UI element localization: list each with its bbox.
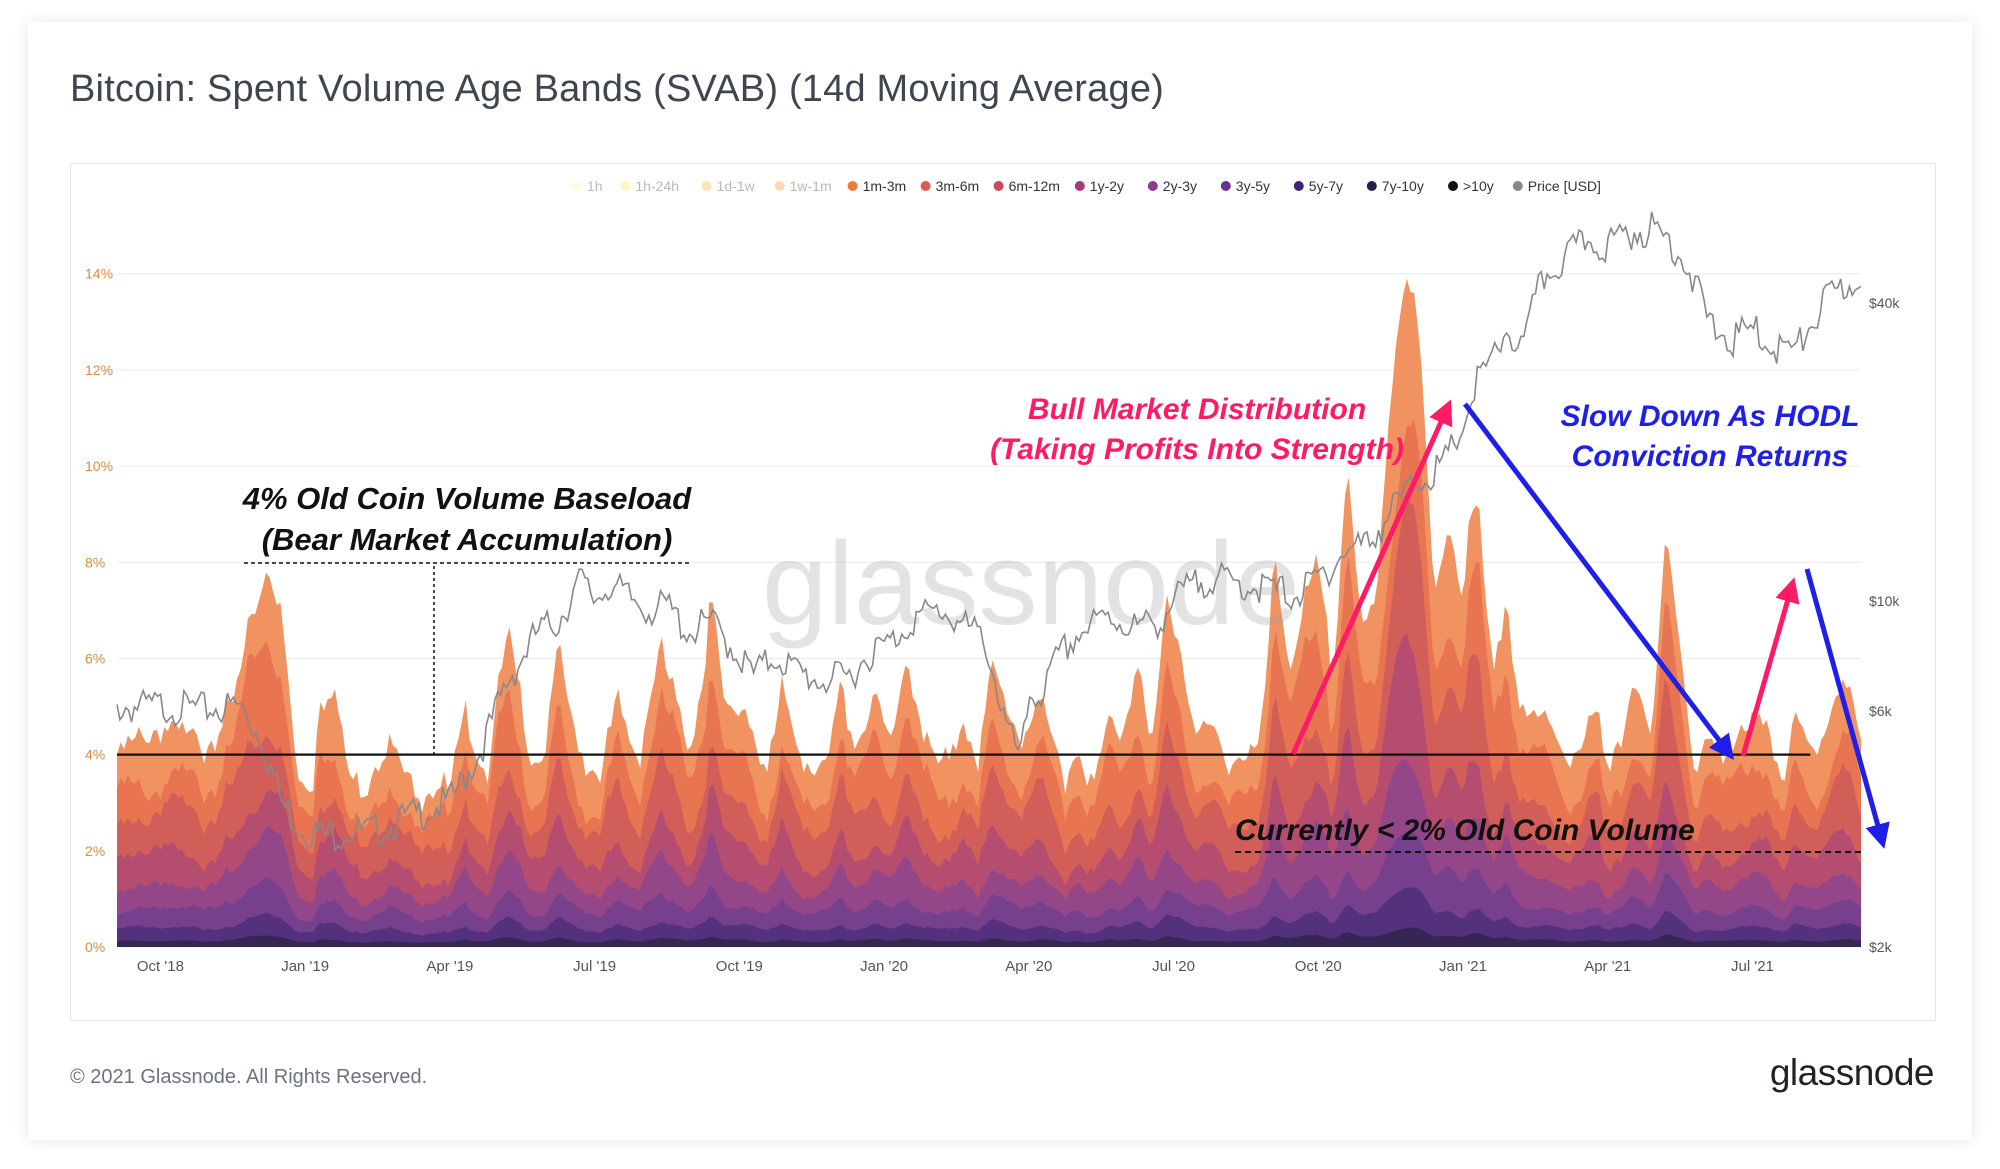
- x-tick-label: Jul '19: [573, 958, 616, 975]
- legend-swatch-icon: [1074, 181, 1085, 191]
- annotation-baseload-line2: (Bear Market Accumulation): [262, 522, 673, 557]
- legend-label: Price [USD]: [1528, 178, 1601, 194]
- legend-swatch-icon: [701, 181, 712, 191]
- y-tick-label: 0%: [85, 939, 105, 955]
- legend-item[interactable]: 6m-12m: [993, 178, 1060, 194]
- x-tick-label: Apr '21: [1584, 958, 1631, 975]
- legend[interactable]: 1h 1h-24h 1d-1w 1w-1m 1m-3m 3m-6m 6m-12m 1y-2y 2…: [572, 178, 1601, 194]
- legend-item[interactable]: >10y: [1448, 178, 1494, 194]
- legend-label: 1d-1w: [717, 178, 756, 194]
- legend-label: 1y-2y: [1090, 178, 1124, 194]
- right-axis: $2k $6k $10k $40k: [1869, 295, 1900, 955]
- legend-item[interactable]: 1w-1m: [774, 178, 832, 194]
- legend-item[interactable]: 1h-24h: [620, 178, 679, 194]
- legend-item[interactable]: 5y-7y: [1293, 178, 1343, 194]
- legend-swatch-icon: [847, 181, 858, 191]
- legend-label: 6m-12m: [1009, 178, 1060, 194]
- x-tick-label: Jul '21: [1731, 958, 1774, 975]
- legend-label: 5y-7y: [1309, 178, 1343, 194]
- y-tick-label: 10%: [85, 458, 113, 474]
- y-tick-label: 12%: [85, 362, 113, 378]
- y-right-tick-label: $2k: [1869, 939, 1893, 955]
- footer-copyright: © 2021 Glassnode. All Rights Reserved.: [70, 1066, 428, 1088]
- legend-label: 3m-6m: [936, 178, 980, 194]
- blue-arrow-down-2: [1804, 568, 1890, 849]
- y-right-tick-label: $10k: [1869, 593, 1900, 609]
- x-tick-label: Oct '18: [137, 958, 184, 975]
- annotations: 4% Old Coin Volume Baseload (Bear Market…: [242, 393, 1890, 853]
- y-tick-label: 6%: [85, 650, 105, 666]
- legend-label: 3y-5y: [1236, 178, 1270, 194]
- x-tick-label: Jul '20: [1152, 958, 1195, 975]
- legend-swatch-icon: [1147, 181, 1158, 191]
- y-tick-label: 14%: [85, 266, 113, 282]
- legend-item[interactable]: 1y-2y: [1074, 178, 1124, 194]
- legend-label: 2y-3y: [1163, 178, 1197, 194]
- svab-chart[interactable]: glassnode 0% 2% 4% 6% 8% 10% 12% 14% $2k $6k $10k…: [71, 164, 1935, 1020]
- annotation-baseload-line1: 4% Old Coin Volume Baseload: [242, 481, 693, 516]
- legend-label: 1w-1m: [790, 178, 832, 194]
- annotation-slowdown-line2: Conviction Returns: [1572, 440, 1849, 473]
- legend-item[interactable]: 3y-5y: [1220, 178, 1270, 194]
- legend-item[interactable]: 1h: [572, 178, 603, 194]
- legend-item[interactable]: 1d-1w: [701, 178, 756, 194]
- annotation-slowdown-line1: Slow Down As HODL: [1561, 400, 1860, 433]
- legend-item[interactable]: 3m-6m: [920, 178, 980, 194]
- legend-swatch-icon: [1366, 181, 1377, 191]
- y-tick-label: 8%: [85, 554, 105, 570]
- legend-swatch-icon: [920, 181, 931, 191]
- x-axis: Oct '18 Jan '19 Apr '19 Jul '19 Oct '19 Jan '…: [137, 958, 1774, 975]
- age-band-areas: [117, 278, 1861, 947]
- legend-label: 7y-10y: [1382, 178, 1424, 194]
- legend-item[interactable]: 1m-3m: [847, 178, 907, 194]
- legend-item[interactable]: 7y-10y: [1366, 178, 1424, 194]
- left-axis: 0% 2% 4% 6% 8% 10% 12% 14%: [85, 266, 113, 955]
- chart-frame: glassnode 0% 2% 4% 6% 8% 10% 12% 14% $2k $6k $10k…: [70, 163, 1936, 1021]
- legend-label: 1h-24h: [635, 178, 679, 194]
- footer-logo: glassnode: [1769, 1052, 1935, 1093]
- y-right-tick-label: $40k: [1869, 295, 1900, 311]
- x-tick-label: Apr '19: [426, 958, 473, 975]
- y-tick-label: 2%: [85, 843, 105, 859]
- y-tick-label: 4%: [85, 747, 105, 763]
- legend-item[interactable]: 2y-3y: [1147, 178, 1197, 194]
- legend-swatch-icon: [993, 181, 1004, 191]
- x-tick-label: Jan '21: [1439, 958, 1487, 975]
- legend-label: 1m-3m: [863, 178, 907, 194]
- page-title: Bitcoin: Spent Volume Age Bands (SVAB) (…: [70, 68, 1165, 110]
- legend-swatch-icon: [1512, 181, 1523, 191]
- legend-item[interactable]: Price [USD]: [1512, 178, 1601, 194]
- x-tick-label: Apr '20: [1005, 958, 1052, 975]
- annotation-current: Currently < 2% Old Coin Volume: [1235, 814, 1695, 847]
- band-7y-10y: [117, 927, 1861, 947]
- legend-swatch-icon: [620, 181, 631, 191]
- legend-swatch-icon: [1448, 181, 1458, 191]
- price-line-layer: [116, 211, 1862, 853]
- legend-swatch-icon: [572, 181, 582, 191]
- red-arrow-up-right: [1740, 577, 1800, 757]
- red-arrow-up-left: [1290, 399, 1453, 756]
- blue-arrow-down-1: [1463, 402, 1735, 760]
- legend-label: >10y: [1463, 178, 1494, 194]
- watermark: glassnode: [762, 518, 1300, 650]
- annotation-bull-line1: Bull Market Distribution: [1028, 393, 1366, 426]
- legend-label: 1h: [587, 178, 603, 194]
- legend-swatch-icon: [1220, 181, 1231, 191]
- legend-swatch-icon: [1293, 181, 1304, 191]
- x-tick-label: Oct '19: [716, 958, 763, 975]
- x-tick-label: Oct '20: [1295, 958, 1342, 975]
- x-tick-label: Jan '20: [860, 958, 908, 975]
- annotation-bull-line2: (Taking Profits Into Strength): [990, 433, 1404, 466]
- y-right-tick-label: $6k: [1869, 703, 1893, 719]
- legend-swatch-icon: [774, 181, 785, 191]
- x-tick-label: Jan '19: [281, 958, 329, 975]
- price-line: [116, 211, 1862, 853]
